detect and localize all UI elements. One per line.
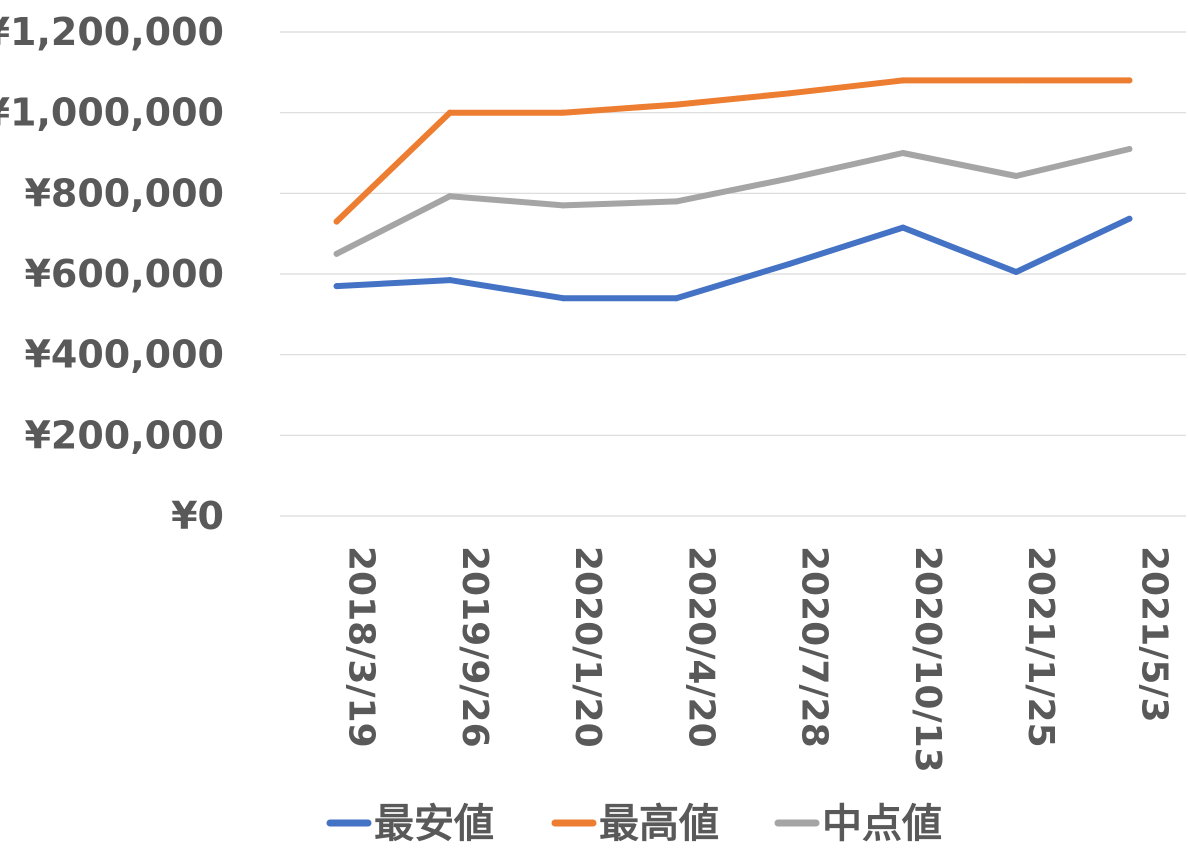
data-point xyxy=(560,109,567,116)
legend-label: 最高値 xyxy=(599,801,719,847)
data-point xyxy=(446,109,453,116)
x-tick-label: 2020/10/13 xyxy=(907,546,948,773)
series-line-1 xyxy=(333,77,1133,225)
x-tick-label: 2021/5/3 xyxy=(1133,546,1174,723)
series-line-2 xyxy=(333,146,1133,257)
y-tick-label: ¥0 xyxy=(171,494,224,538)
legend-label: 最安値 xyxy=(374,801,494,847)
legend-label: 中点値 xyxy=(822,801,942,847)
y-axis-ticks: ¥0 ¥200,000 ¥400,000 ¥600,000 ¥800,000 ¥1,000… xyxy=(0,10,224,538)
x-tick-label: 2020/7/28 xyxy=(794,546,835,748)
series-line-0 xyxy=(333,215,1133,302)
data-point xyxy=(786,260,793,267)
data-point xyxy=(786,90,793,97)
y-tick-label: ¥1,000,000 xyxy=(0,91,224,135)
data-point xyxy=(333,250,340,257)
x-tick-label: 2021/1/25 xyxy=(1020,546,1061,748)
gridlines xyxy=(280,31,1186,517)
data-point xyxy=(1126,77,1133,84)
x-axis-ticks: 2018/3/19 2019/9/26 2020/1/20 2020/4/20 2020… xyxy=(341,546,1175,773)
data-point xyxy=(786,175,793,182)
data-point xyxy=(1126,145,1133,152)
x-tick-label: 2020/4/20 xyxy=(680,546,721,748)
data-point xyxy=(446,193,453,200)
y-tick-label: ¥600,000 xyxy=(24,252,224,296)
data-point xyxy=(1013,268,1020,275)
x-tick-label: 2019/9/26 xyxy=(454,546,495,748)
legend: 最安値 最高値 中点値 xyxy=(326,801,942,847)
data-point xyxy=(899,77,906,84)
data-point xyxy=(333,283,340,290)
data-point xyxy=(446,277,453,284)
series-lines xyxy=(333,77,1133,302)
data-point xyxy=(673,101,680,108)
x-tick-label: 2020/1/20 xyxy=(567,546,608,748)
data-point xyxy=(1013,172,1020,179)
data-point xyxy=(1013,77,1020,84)
data-point xyxy=(673,198,680,205)
data-point xyxy=(1126,215,1133,222)
data-point xyxy=(560,295,567,302)
data-point xyxy=(333,218,340,225)
data-point xyxy=(673,295,680,302)
data-point xyxy=(560,202,567,209)
data-point xyxy=(899,224,906,231)
x-tick-label: 2018/3/19 xyxy=(341,546,382,748)
y-tick-label: ¥400,000 xyxy=(24,333,224,377)
data-point xyxy=(899,150,906,156)
y-tick-label: ¥800,000 xyxy=(24,171,224,215)
y-tick-label: ¥1,200,000 xyxy=(0,10,224,54)
y-tick-label: ¥200,000 xyxy=(24,413,224,457)
